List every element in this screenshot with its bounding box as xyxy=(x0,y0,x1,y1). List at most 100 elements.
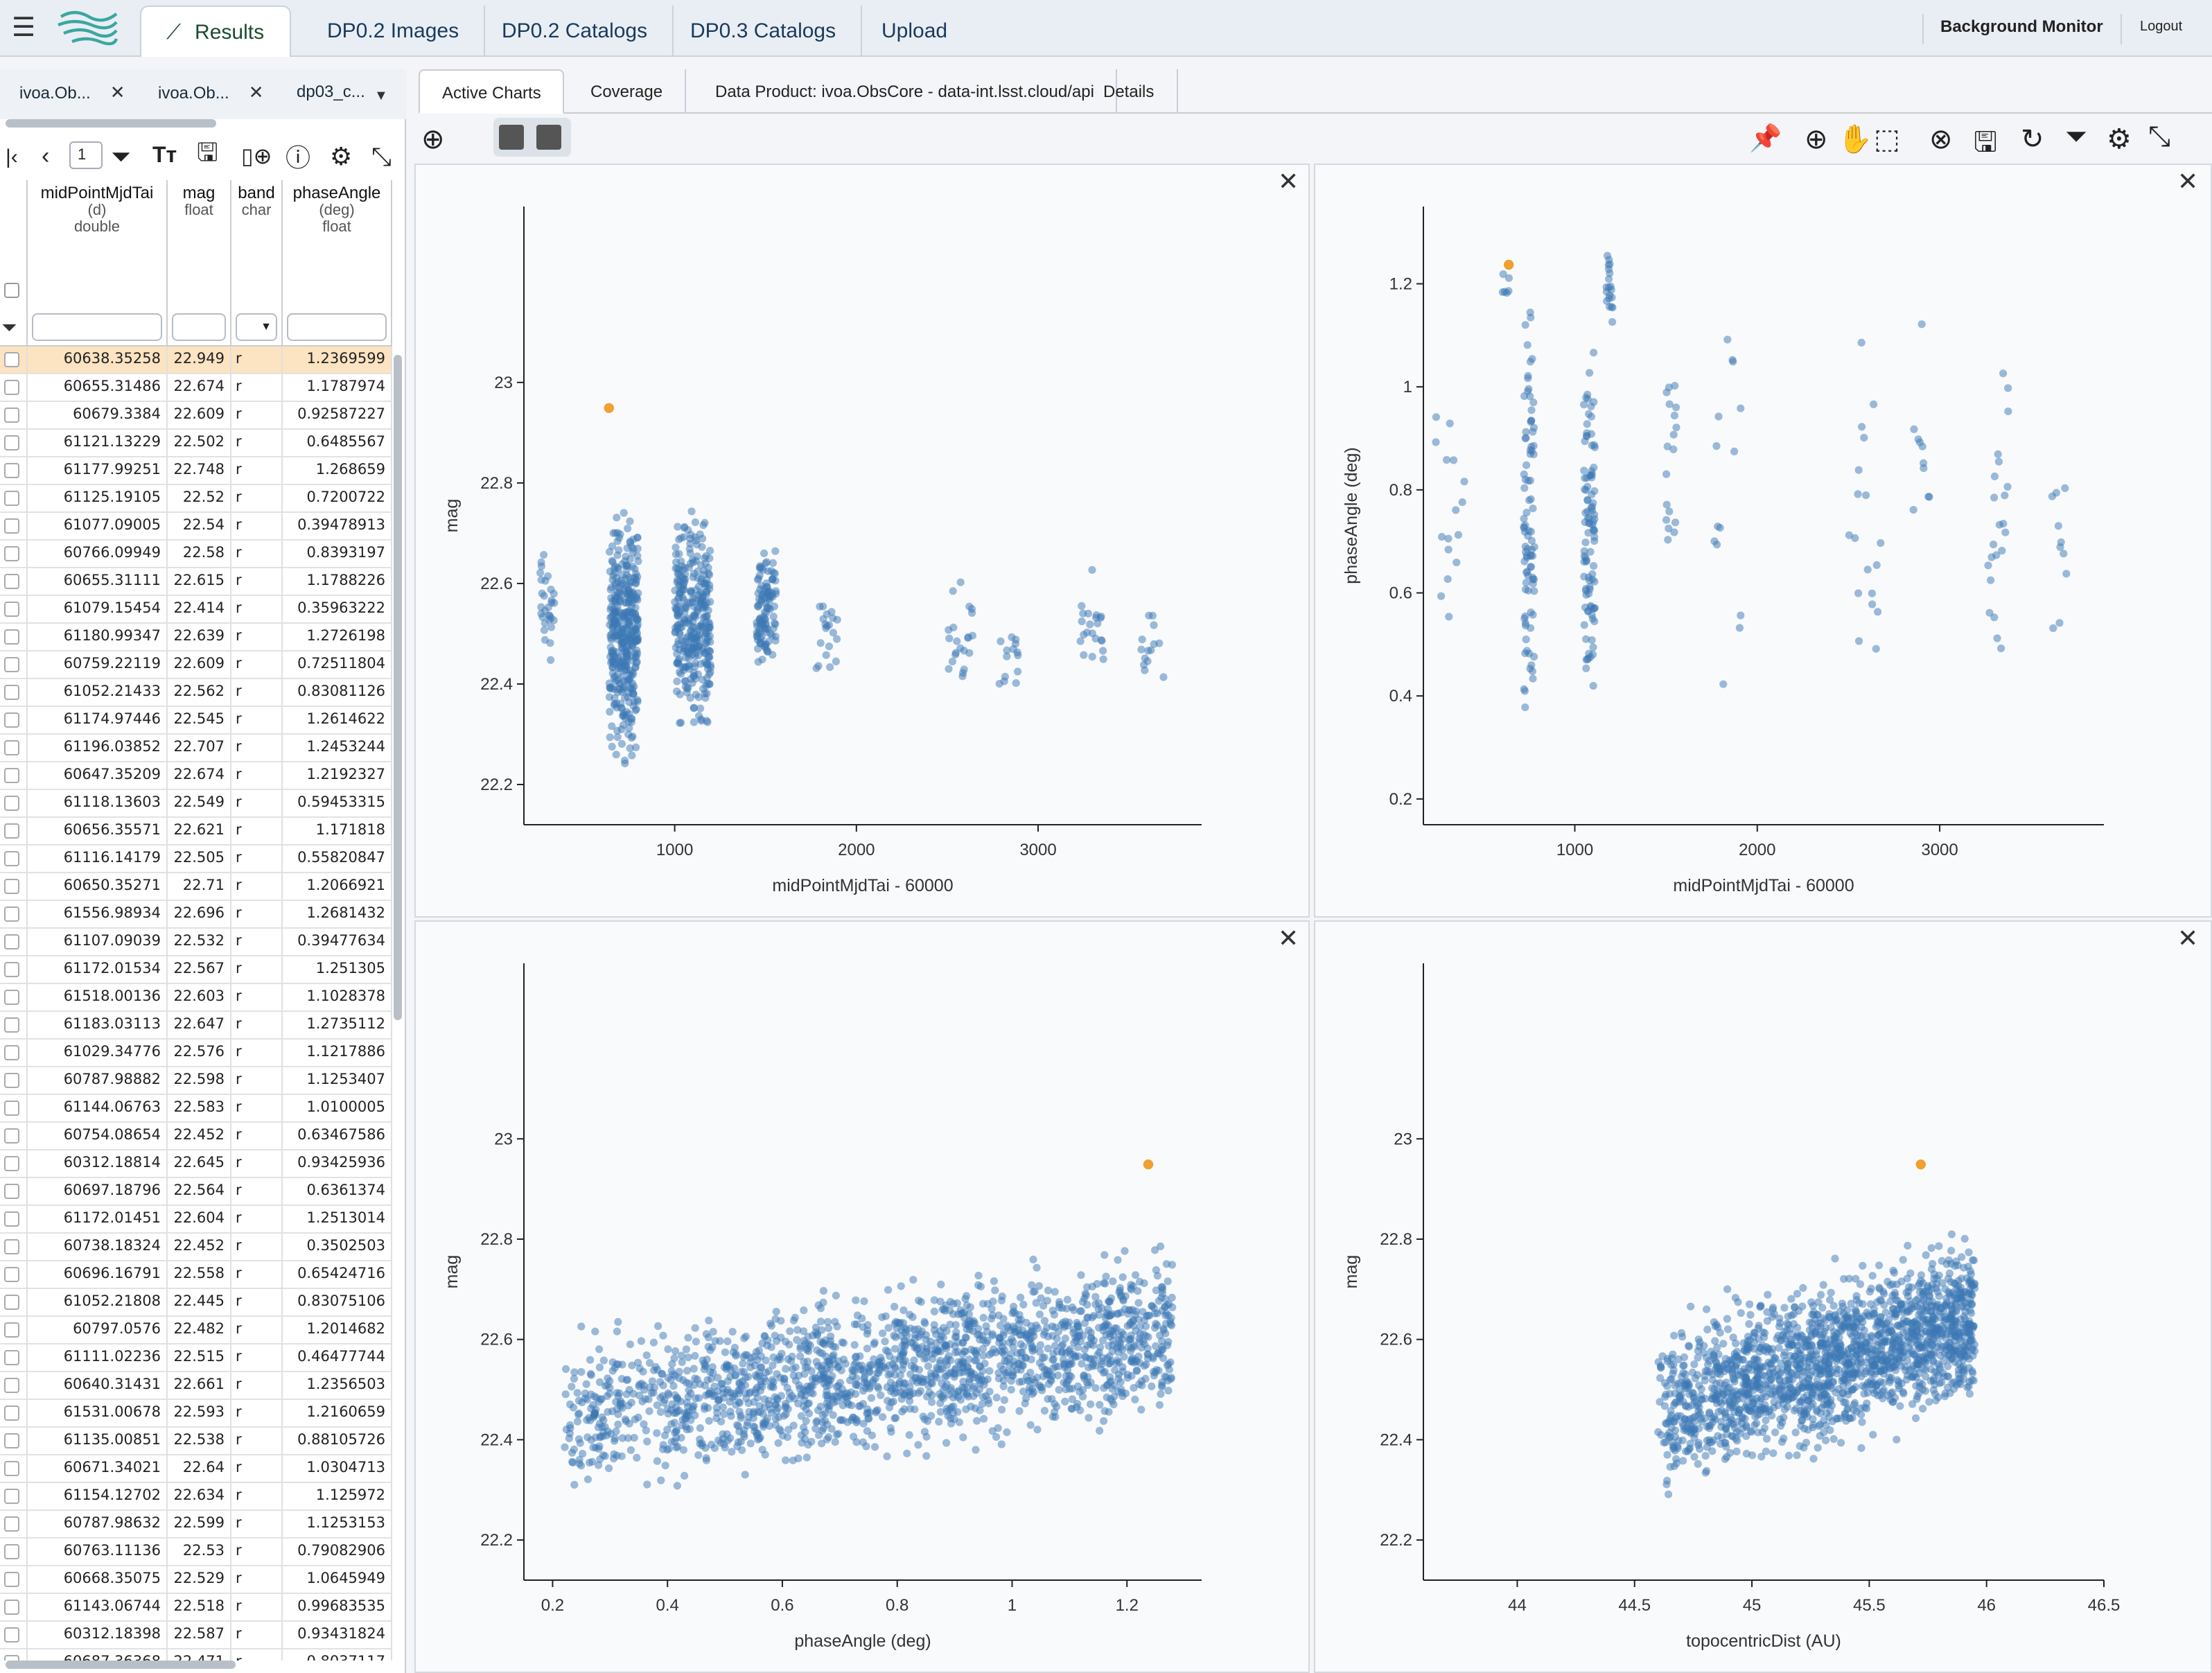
column-header[interactable]: mag float xyxy=(168,180,231,347)
row-checkbox[interactable] xyxy=(4,1627,19,1643)
expand-icon[interactable]: ⤡ xyxy=(2148,122,2170,152)
table-row[interactable]: 61143.06744 22.518 r 0.99683535 xyxy=(0,1594,392,1622)
table-row[interactable]: 60655.31486 22.674 r 1.1787974 xyxy=(0,374,392,402)
tab-upload[interactable]: Upload xyxy=(857,6,972,57)
table-horizontal-scrollbar[interactable] xyxy=(6,1661,236,1669)
filter-icon[interactable]: ⏷ xyxy=(111,142,131,170)
table-vertical-scrollbar[interactable] xyxy=(394,355,402,1020)
row-checkbox[interactable] xyxy=(4,463,19,478)
row-checkbox[interactable] xyxy=(4,768,19,783)
column-header[interactable]: band char ▼ xyxy=(231,180,283,347)
table-row[interactable]: 61177.99251 22.748 r 1.268659 xyxy=(0,457,392,485)
table-row[interactable]: 60766.09949 22.58 r 0.8393197 xyxy=(0,541,392,568)
add-chart-icon[interactable]: ⊕ xyxy=(421,125,445,155)
filter-icon[interactable]: ⏷ xyxy=(1,316,17,338)
scatter-chart-mag-vs-time[interactable]: 1000 2000 300022.222.422.622.823midPointMj… xyxy=(416,165,1311,919)
table-row[interactable]: 61118.13603 22.549 r 0.59453315 xyxy=(0,790,392,818)
row-checkbox[interactable] xyxy=(4,1600,19,1615)
table-row[interactable]: 60312.18398 22.587 r 0.93431824 xyxy=(0,1622,392,1649)
table-row[interactable]: 60655.31111 22.615 r 1.1788226 xyxy=(0,568,392,596)
row-checkbox[interactable] xyxy=(4,491,19,506)
row-checkbox[interactable] xyxy=(4,1239,19,1254)
background-monitor-button[interactable]: Background Monitor xyxy=(1940,17,2103,36)
save-icon[interactable]: 🖫 xyxy=(197,139,218,166)
table-row[interactable]: 60668.35075 22.529 r 1.0645949 xyxy=(0,1566,392,1594)
tab-coverage[interactable]: Coverage xyxy=(568,69,687,114)
zoom-1x-icon[interactable]: ⊗ xyxy=(1929,125,1953,155)
row-checkbox[interactable] xyxy=(4,352,19,367)
chart-panel[interactable]: 0.2 0.4 0.6 0.8 1 1.2 22.2 22.4 22.6 22.8 23 phaseA… xyxy=(414,920,1310,1673)
row-checkbox[interactable] xyxy=(4,1572,19,1587)
pin-icon[interactable]: 📌 xyxy=(1749,125,1782,154)
table-row[interactable]: 60647.35209 22.674 r 1.2192327 xyxy=(0,762,392,790)
table-row[interactable]: 60787.98632 22.599 r 1.1253153 xyxy=(0,1511,392,1539)
table-row[interactable]: 60650.35271 22.71 r 1.2066921 xyxy=(0,873,392,901)
table-row[interactable]: 61172.01534 22.567 r 1.251305 xyxy=(0,956,392,984)
row-checkbox[interactable] xyxy=(4,574,19,589)
row-checkbox[interactable] xyxy=(4,1101,19,1116)
table-row[interactable]: 61180.99347 22.639 r 1.2726198 xyxy=(0,624,392,651)
row-checkbox[interactable] xyxy=(4,1322,19,1338)
row-checkbox[interactable] xyxy=(4,1516,19,1532)
logout-button[interactable]: Logout xyxy=(2140,19,2183,35)
close-icon[interactable]: ✕ xyxy=(1278,168,1299,195)
table-row[interactable]: 61079.15454 22.414 r 0.35963222 xyxy=(0,596,392,624)
table-row[interactable]: 61172.01451 22.604 r 1.2513014 xyxy=(0,1206,392,1234)
table-row[interactable]: 61121.13229 22.502 r 0.6485567 xyxy=(0,430,392,457)
add-column-icon[interactable]: ▯⊕ xyxy=(241,146,272,169)
row-checkbox[interactable] xyxy=(4,962,19,977)
chart-panel[interactable]: 44 44.5 45 45.5 46 46.5 22.2 22.4 22.6 22.8 23 topo… xyxy=(1314,920,2212,1673)
table-row[interactable]: 60697.18796 22.564 r 0.6361374 xyxy=(0,1178,392,1206)
row-checkbox[interactable] xyxy=(4,1461,19,1476)
row-checkbox[interactable] xyxy=(4,879,19,894)
row-checkbox[interactable] xyxy=(4,1267,19,1282)
scatter-chart-mag-vs-phase[interactable]: 0.2 0.4 0.6 0.8 1 1.222.222.422.622.823phaseA… xyxy=(416,922,1311,1673)
close-icon[interactable]: ✕ xyxy=(2177,168,2199,195)
text-view-icon[interactable]: Tт xyxy=(152,144,177,168)
prev-page-icon[interactable]: ‹ xyxy=(42,143,50,169)
select-all-checkbox[interactable] xyxy=(4,283,19,298)
table-row[interactable]: 60787.98882 22.598 r 1.1253407 xyxy=(0,1067,392,1095)
gear-icon[interactable]: ⚙ xyxy=(330,142,353,170)
row-checkbox[interactable] xyxy=(4,629,19,645)
chevron-down-icon[interactable]: ▼ xyxy=(374,89,388,104)
table-row[interactable]: 61196.03852 22.707 r 1.2453244 xyxy=(0,735,392,762)
row-checkbox[interactable] xyxy=(4,1073,19,1088)
table-row[interactable]: 61154.12702 22.634 r 1.125972 xyxy=(0,1483,392,1511)
row-checkbox[interactable] xyxy=(4,1295,19,1310)
row-checkbox[interactable] xyxy=(4,1128,19,1144)
close-icon[interactable]: ✕ xyxy=(248,82,264,103)
row-checkbox[interactable] xyxy=(4,1211,19,1227)
gear-icon[interactable]: ⚙ xyxy=(2107,125,2132,155)
row-checkbox[interactable] xyxy=(4,906,19,922)
page-input[interactable]: 1 xyxy=(69,141,103,169)
row-checkbox[interactable] xyxy=(4,435,19,450)
table-row[interactable]: 60640.31431 22.661 r 1.2356503 xyxy=(0,1372,392,1400)
table-row[interactable]: 61531.00678 22.593 r 1.2160659 xyxy=(0,1400,392,1428)
tab-dp03-catalogs[interactable]: DP0.3 Catalogs xyxy=(665,6,863,57)
close-icon[interactable]: ✕ xyxy=(109,82,125,103)
table-row[interactable]: 61077.09005 22.54 r 0.39478913 xyxy=(0,513,392,541)
table-row[interactable]: 61518.00136 22.603 r 1.1028378 xyxy=(0,984,392,1012)
row-checkbox[interactable] xyxy=(4,990,19,1005)
zoom-icon[interactable]: ⊕ xyxy=(1805,125,1828,155)
row-checkbox[interactable] xyxy=(4,1045,19,1060)
tab-dp02-images[interactable]: DP0.2 Images xyxy=(302,6,486,57)
table-tab-1[interactable]: ivoa.Ob... ✕ xyxy=(19,82,125,104)
row-checkbox[interactable] xyxy=(4,1433,19,1448)
column-header[interactable]: phaseAngle (deg) float xyxy=(283,180,392,347)
row-checkbox[interactable] xyxy=(4,740,19,755)
row-checkbox[interactable] xyxy=(4,518,19,534)
table-row[interactable]: 61135.00851 22.538 r 0.88105726 xyxy=(0,1428,392,1455)
table-row[interactable]: 60656.35571 22.621 r 1.171818 xyxy=(0,818,392,846)
tabs-scrollbar[interactable] xyxy=(6,119,216,128)
restore-icon[interactable]: ↻ xyxy=(2021,125,2044,155)
table-row[interactable]: 60687.3636822.471r0.8037117 xyxy=(0,1649,392,1661)
info-icon[interactable]: ⓘ xyxy=(286,144,310,172)
row-checkbox[interactable] xyxy=(4,546,19,561)
column-filter-input[interactable] xyxy=(172,313,226,341)
table-tab-2[interactable]: ivoa.Ob... ✕ xyxy=(158,82,264,104)
tab-details[interactable]: Details xyxy=(1081,69,1178,114)
table-row[interactable]: 61107.09039 22.532 r 0.39477634 xyxy=(0,929,392,956)
close-icon[interactable]: ✕ xyxy=(1278,925,1299,952)
